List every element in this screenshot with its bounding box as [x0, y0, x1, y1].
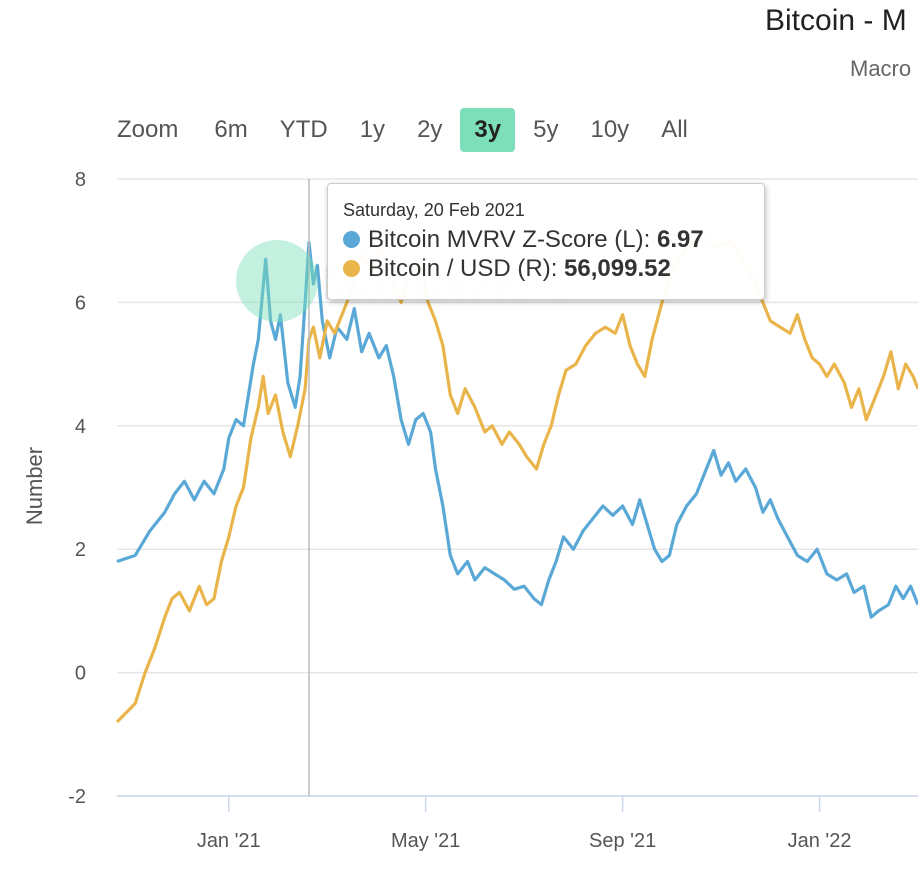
- chart-subtitle: Macro: [850, 56, 912, 81]
- range-button-10y[interactable]: 10y: [590, 116, 630, 143]
- tooltip-series-name: Bitcoin MVRV Z-Score (L):: [368, 226, 657, 253]
- btc-usd-series[interactable]: [115, 232, 918, 724]
- range-button-1y[interactable]: 1y: [359, 116, 386, 143]
- tooltip: Saturday, 20 Feb 2021 Bitcoin MVRV Z-Sco…: [327, 183, 765, 300]
- tooltip-series-value: 6.97: [656, 226, 704, 253]
- range-button-ytd[interactable]: YTD: [279, 116, 328, 143]
- tooltip-row-price: Bitcoin / USD (R): 56,099.52: [343, 254, 764, 283]
- range-button-all[interactable]: All: [661, 116, 688, 143]
- zoom-label: Zoom: [117, 116, 179, 143]
- range-selector: Zoom 6m YTD 1y 2y 3y 5y 10y All: [117, 108, 706, 152]
- y-tick-label: 2: [75, 539, 86, 561]
- mvrv-zscore-series[interactable]: [116, 241, 918, 619]
- grid-lines: [117, 178, 918, 797]
- y-axis-ticks: -2 0 2 4 6 8: [68, 169, 86, 808]
- macromicro-logo-icon: [236, 240, 318, 322]
- x-tick-label: Jan '21: [197, 830, 261, 852]
- tooltip-date: Saturday, 20 Feb 2021: [343, 200, 525, 220]
- y-tick-label: 4: [75, 416, 86, 438]
- y-axis-label: Number: [22, 447, 47, 525]
- tooltip-series-value: 56,099.52: [564, 255, 671, 282]
- range-button-5y[interactable]: 5y: [533, 116, 559, 143]
- y-tick-label: -2: [68, 786, 86, 808]
- range-button-6m[interactable]: 6m: [214, 116, 248, 143]
- y-tick-label: 0: [75, 663, 86, 685]
- x-tick-label: Sep '21: [589, 830, 656, 852]
- range-button-3y[interactable]: 3y: [460, 108, 516, 152]
- chart-title: Bitcoin - M: [765, 4, 907, 37]
- x-axis-ticks: Jan '21 May '21 Sep '21 Jan '22: [197, 796, 852, 852]
- price-legend-dot-icon: [343, 260, 360, 277]
- x-tick-label: May '21: [391, 830, 460, 852]
- mvrv-legend-dot-icon: [343, 231, 360, 248]
- x-tick-label: Jan '22: [788, 830, 852, 852]
- range-button-2y[interactable]: 2y: [417, 116, 443, 143]
- y-tick-label: 6: [75, 292, 86, 314]
- y-tick-label: 8: [75, 169, 86, 191]
- tooltip-row-mvrv: Bitcoin MVRV Z-Score (L): 6.97: [343, 225, 764, 254]
- tooltip-series-name: Bitcoin / USD (R):: [368, 255, 565, 282]
- series-lines: [115, 232, 918, 724]
